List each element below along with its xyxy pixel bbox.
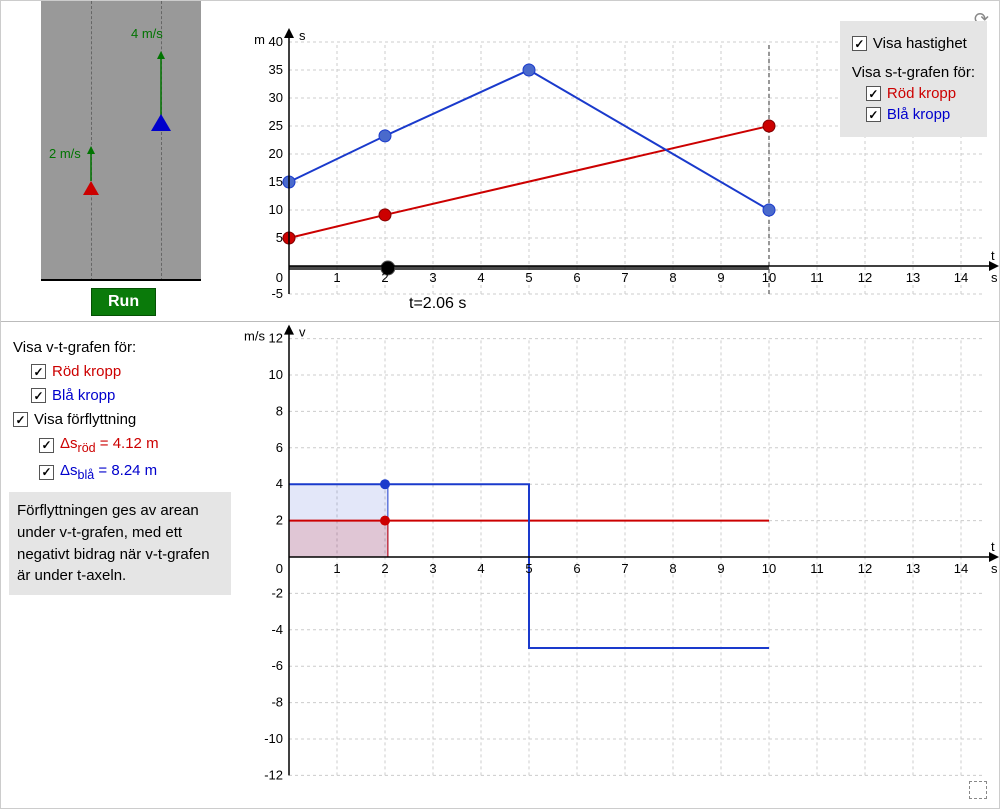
svg-text:12: 12 bbox=[858, 270, 872, 285]
svg-text:s: s bbox=[991, 561, 998, 576]
svg-text:1: 1 bbox=[333, 561, 340, 576]
svg-text:8: 8 bbox=[276, 403, 283, 418]
svg-text:6: 6 bbox=[276, 440, 283, 455]
label-vt-red: Röd kropp bbox=[52, 363, 121, 380]
svg-text:v: v bbox=[299, 325, 306, 340]
s-chart-legend: Visa hastighet Visa s-t-grafen för: Röd … bbox=[840, 21, 987, 137]
run-button[interactable]: Run bbox=[91, 288, 156, 316]
svg-text:13: 13 bbox=[906, 561, 920, 576]
label-show-disp: Visa förflyttning bbox=[34, 411, 136, 428]
svg-text:1: 1 bbox=[333, 270, 340, 285]
svg-text:5: 5 bbox=[525, 270, 532, 285]
svg-text:m/s: m/s bbox=[244, 329, 265, 344]
red-body bbox=[83, 181, 99, 195]
checkbox-show-disp[interactable] bbox=[13, 412, 28, 427]
svg-text:-4: -4 bbox=[271, 622, 283, 637]
checkbox-show-velocity[interactable] bbox=[852, 36, 867, 51]
checkbox-vt-blue[interactable] bbox=[31, 388, 46, 403]
svg-text:9: 9 bbox=[717, 270, 724, 285]
svg-text:m: m bbox=[254, 32, 265, 47]
sim-area: 2 m/s 4 m/s bbox=[41, 1, 201, 281]
svg-text:13: 13 bbox=[906, 270, 920, 285]
svg-text:7: 7 bbox=[621, 561, 628, 576]
label-vt-header: Visa v-t-grafen för: bbox=[13, 339, 136, 356]
svg-text:14: 14 bbox=[954, 561, 968, 576]
svg-text:3: 3 bbox=[429, 561, 436, 576]
svg-text:15: 15 bbox=[269, 174, 283, 189]
svg-text:5: 5 bbox=[276, 230, 283, 245]
svg-text:0: 0 bbox=[276, 561, 283, 576]
svg-text:-8: -8 bbox=[271, 695, 283, 710]
svg-text:10: 10 bbox=[762, 561, 776, 576]
checkbox-st-blue[interactable] bbox=[866, 107, 881, 122]
s-t-chart: t=2.06 s12345678910111213140-55101520253… bbox=[239, 1, 999, 321]
svg-text:30: 30 bbox=[269, 90, 283, 105]
svg-text:4: 4 bbox=[477, 270, 484, 285]
svg-text:s: s bbox=[991, 270, 998, 285]
svg-text:35: 35 bbox=[269, 62, 283, 77]
label-st-blue: Blå kropp bbox=[887, 106, 950, 123]
label-vt-blue: Blå kropp bbox=[52, 387, 115, 404]
checkbox-ds-red[interactable] bbox=[39, 438, 54, 453]
svg-text:-12: -12 bbox=[264, 767, 283, 782]
sim-svg bbox=[41, 1, 201, 281]
label-show-st: Visa s-t-grafen för: bbox=[852, 64, 975, 81]
simulation-panel: 2 m/s 4 m/s Run bbox=[1, 1, 239, 321]
svg-text:40: 40 bbox=[269, 34, 283, 49]
svg-text:7: 7 bbox=[621, 270, 628, 285]
svg-text:8: 8 bbox=[669, 561, 676, 576]
checkbox-vt-red[interactable] bbox=[31, 364, 46, 379]
svg-text:2: 2 bbox=[276, 513, 283, 528]
svg-text:10: 10 bbox=[269, 202, 283, 217]
svg-text:10: 10 bbox=[269, 367, 283, 382]
svg-text:2: 2 bbox=[381, 270, 388, 285]
svg-text:6: 6 bbox=[573, 270, 580, 285]
svg-text:20: 20 bbox=[269, 146, 283, 161]
svg-text:11: 11 bbox=[810, 561, 824, 576]
svg-text:3: 3 bbox=[429, 270, 436, 285]
svg-text:2: 2 bbox=[381, 561, 388, 576]
blue-body bbox=[151, 114, 171, 131]
svg-text:10: 10 bbox=[762, 270, 776, 285]
svg-text:11: 11 bbox=[810, 270, 824, 285]
fullscreen-icon[interactable] bbox=[969, 781, 987, 799]
svg-text:5: 5 bbox=[525, 561, 532, 576]
label-ds-blue: Δsblå = 8.24 m bbox=[60, 462, 157, 482]
svg-text:25: 25 bbox=[269, 118, 283, 133]
vt-controls-panel: Visa v-t-grafen för: Röd kropp Blå kropp… bbox=[1, 322, 239, 809]
label-ds-red: Δsröd = 4.12 m bbox=[60, 435, 159, 455]
svg-text:4: 4 bbox=[276, 476, 283, 491]
label-st-red: Röd kropp bbox=[887, 85, 956, 102]
svg-text:12: 12 bbox=[858, 561, 872, 576]
svg-text:t: t bbox=[991, 248, 995, 263]
label-show-velocity: Visa hastighet bbox=[873, 35, 967, 52]
info-text: Förflyttningen ges av arean under v-t-gr… bbox=[9, 492, 231, 595]
svg-text:14: 14 bbox=[954, 270, 968, 285]
svg-text:8: 8 bbox=[669, 270, 676, 285]
svg-text:-5: -5 bbox=[271, 286, 283, 301]
svg-text:-10: -10 bbox=[264, 731, 283, 746]
svg-text:0: 0 bbox=[276, 270, 283, 285]
v-t-chart: 12345678910111213140-12-10-8-6-4-2246810… bbox=[239, 322, 999, 809]
svg-text:t: t bbox=[991, 539, 995, 554]
svg-text:t=2.06 s: t=2.06 s bbox=[409, 295, 466, 312]
svg-text:s: s bbox=[299, 28, 306, 43]
svg-text:-6: -6 bbox=[271, 658, 283, 673]
checkbox-ds-blue[interactable] bbox=[39, 465, 54, 480]
svg-text:6: 6 bbox=[573, 561, 580, 576]
svg-text:9: 9 bbox=[717, 561, 724, 576]
svg-text:4: 4 bbox=[477, 561, 484, 576]
svg-text:-2: -2 bbox=[271, 585, 283, 600]
svg-text:12: 12 bbox=[269, 331, 283, 346]
checkbox-st-red[interactable] bbox=[866, 86, 881, 101]
